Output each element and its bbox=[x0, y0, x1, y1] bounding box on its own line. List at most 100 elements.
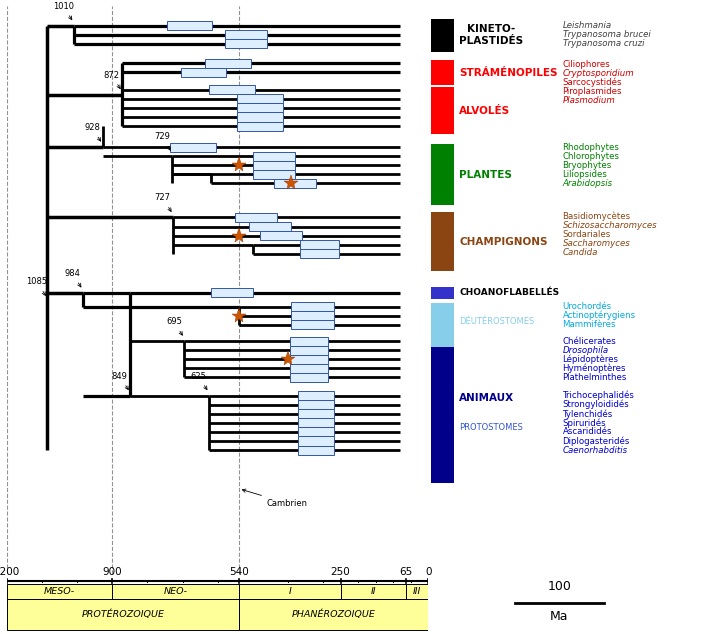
Text: 250: 250 bbox=[331, 567, 350, 577]
Bar bbox=[431, 212, 454, 271]
Text: Chélicerates: Chélicerates bbox=[563, 337, 617, 346]
Text: 100: 100 bbox=[547, 579, 571, 593]
Text: Caenorhabditis: Caenorhabditis bbox=[563, 446, 628, 455]
Bar bbox=[7, 584, 113, 599]
Bar bbox=[249, 222, 292, 231]
Bar bbox=[167, 21, 212, 30]
Text: 928: 928 bbox=[84, 123, 101, 141]
Bar bbox=[253, 160, 295, 170]
Text: Saccharomyces: Saccharomyces bbox=[563, 239, 630, 248]
Bar bbox=[299, 446, 333, 455]
Text: 900: 900 bbox=[103, 567, 122, 577]
Text: Hyménoptères: Hyménoptères bbox=[563, 364, 626, 373]
Bar bbox=[299, 427, 333, 436]
Text: 625: 625 bbox=[190, 372, 207, 390]
Text: ANIMAUX: ANIMAUX bbox=[459, 393, 514, 403]
Text: PHANÉROZOIQUE: PHANÉROZOIQUE bbox=[292, 610, 375, 619]
Bar bbox=[235, 213, 278, 222]
Text: CHAMPIGNONS: CHAMPIGNONS bbox=[459, 237, 547, 247]
Bar bbox=[292, 302, 333, 311]
Text: Trypanosoma cruzi: Trypanosoma cruzi bbox=[563, 39, 644, 48]
Bar bbox=[431, 19, 454, 52]
Text: Trypanosoma brucei: Trypanosoma brucei bbox=[563, 30, 651, 39]
Bar bbox=[300, 249, 339, 258]
Text: Actinoptérygiens: Actinoptérygiens bbox=[563, 311, 636, 320]
Bar bbox=[237, 122, 282, 131]
Text: PROTOSTOMES: PROTOSTOMES bbox=[459, 423, 523, 432]
Text: 849: 849 bbox=[112, 372, 128, 390]
Text: Liliopsides: Liliopsides bbox=[563, 170, 607, 179]
Bar bbox=[299, 391, 333, 400]
Text: CHOANOFLABELLÉS: CHOANOFLABELLÉS bbox=[459, 288, 559, 297]
Text: 695: 695 bbox=[166, 317, 183, 335]
Text: Leishmania: Leishmania bbox=[563, 21, 612, 30]
Bar bbox=[299, 400, 333, 409]
Bar bbox=[299, 436, 333, 446]
Bar bbox=[113, 584, 239, 599]
Bar bbox=[224, 39, 267, 48]
Text: Diplogasteridés: Diplogasteridés bbox=[563, 436, 630, 446]
Text: 65: 65 bbox=[399, 567, 412, 577]
Bar bbox=[341, 584, 406, 599]
Bar bbox=[431, 302, 454, 483]
Text: 872: 872 bbox=[103, 70, 120, 89]
Text: KINETO-
PLASTIDÉS: KINETO- PLASTIDÉS bbox=[459, 25, 523, 46]
Text: 727: 727 bbox=[154, 193, 171, 212]
Text: STRÁMÉNOPILES: STRÁMÉNOPILES bbox=[459, 68, 558, 78]
Bar bbox=[239, 599, 428, 630]
Text: 1085: 1085 bbox=[26, 278, 47, 295]
Bar bbox=[253, 170, 295, 179]
Bar bbox=[171, 143, 216, 152]
Text: Candida: Candida bbox=[563, 248, 598, 257]
Text: Bryophytes: Bryophytes bbox=[563, 161, 612, 170]
Bar bbox=[431, 60, 454, 85]
Text: MESO-: MESO- bbox=[44, 587, 75, 596]
Text: I: I bbox=[288, 587, 291, 596]
Text: 540: 540 bbox=[229, 567, 249, 577]
Text: Spiruridés: Spiruridés bbox=[563, 418, 606, 427]
Text: III: III bbox=[413, 587, 421, 596]
Bar bbox=[224, 30, 267, 39]
Text: Mammifères: Mammifères bbox=[563, 320, 616, 329]
Bar bbox=[431, 287, 454, 299]
Bar bbox=[274, 179, 316, 188]
Bar bbox=[431, 302, 454, 347]
Bar bbox=[431, 144, 454, 205]
Bar bbox=[181, 68, 227, 77]
Bar bbox=[290, 364, 329, 373]
Bar bbox=[299, 409, 333, 418]
Text: ALVOLÉS: ALVOLÉS bbox=[459, 106, 510, 116]
Text: PLANTES: PLANTES bbox=[459, 170, 512, 180]
Bar bbox=[239, 584, 341, 599]
Text: Ma: Ma bbox=[550, 610, 569, 623]
Bar bbox=[292, 311, 333, 320]
Text: Strongyloididés: Strongyloididés bbox=[563, 400, 629, 410]
Text: 0: 0 bbox=[425, 567, 432, 577]
Text: PROTÉROZOIQUE: PROTÉROZOIQUE bbox=[81, 610, 164, 619]
Text: 729: 729 bbox=[154, 132, 171, 150]
Bar bbox=[260, 231, 302, 240]
Bar bbox=[7, 599, 239, 630]
Text: Lépidoptères: Lépidoptères bbox=[563, 354, 619, 364]
Text: Urochordés: Urochordés bbox=[563, 302, 612, 311]
Text: DÉUTÉROSTOMES: DÉUTÉROSTOMES bbox=[459, 317, 535, 326]
Text: 984: 984 bbox=[64, 269, 81, 287]
Text: 1010: 1010 bbox=[53, 2, 74, 20]
Bar bbox=[205, 58, 251, 68]
Text: Chlorophytes: Chlorophytes bbox=[563, 152, 620, 160]
Bar bbox=[237, 103, 282, 112]
Bar bbox=[290, 355, 329, 364]
Bar bbox=[237, 94, 282, 103]
Text: Ascarididés: Ascarididés bbox=[563, 427, 612, 436]
Bar bbox=[406, 584, 428, 599]
Text: Cambrien: Cambrien bbox=[242, 489, 308, 508]
Bar bbox=[300, 240, 339, 249]
Bar bbox=[431, 87, 454, 134]
Text: Arabidopsis: Arabidopsis bbox=[563, 179, 612, 188]
Bar bbox=[209, 85, 255, 94]
Text: Rhodophytes: Rhodophytes bbox=[563, 143, 620, 152]
Text: Trichocephalidés: Trichocephalidés bbox=[563, 391, 634, 400]
Bar bbox=[299, 418, 333, 427]
Bar bbox=[290, 337, 329, 346]
Text: Plasmodium: Plasmodium bbox=[563, 96, 615, 105]
